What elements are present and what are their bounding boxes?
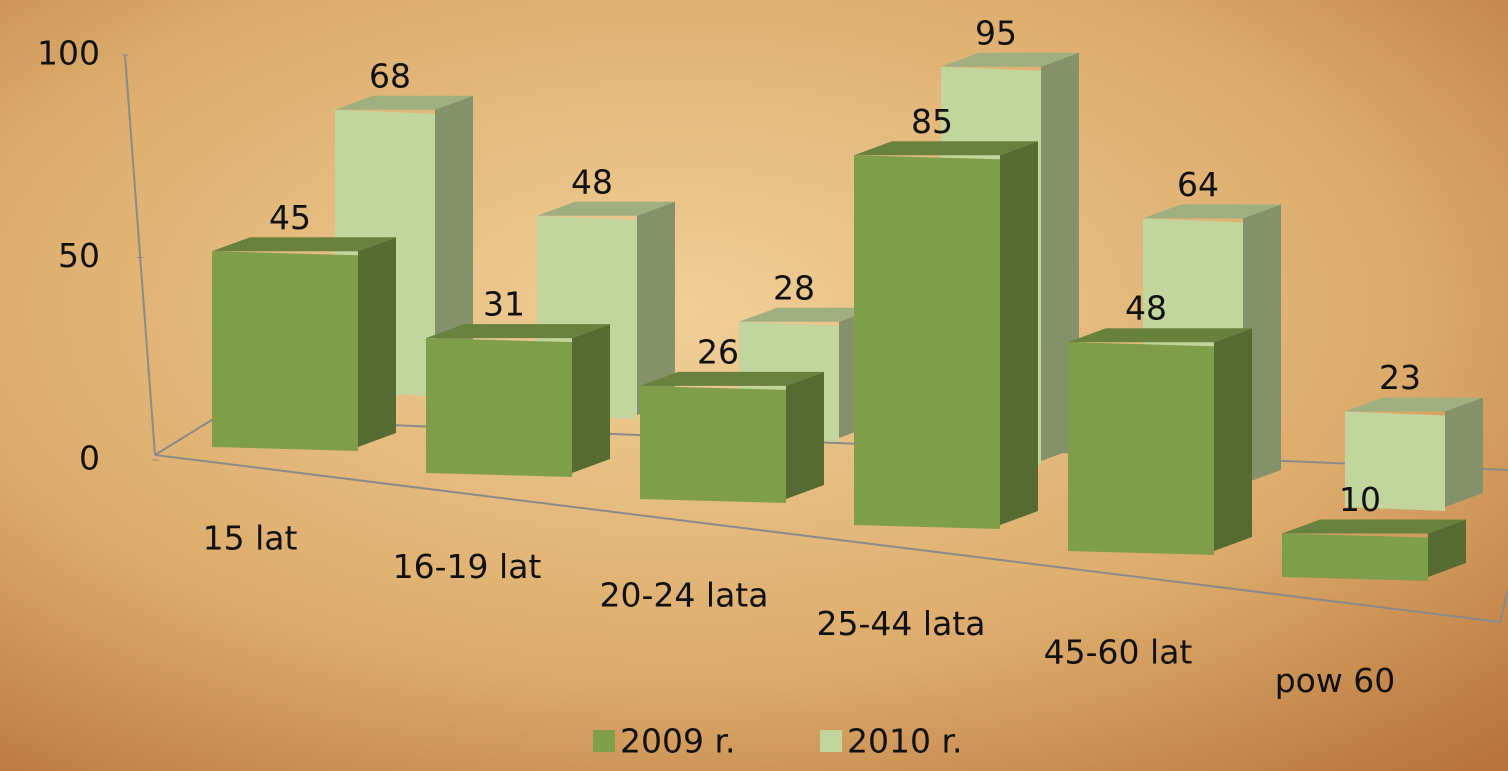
x-tick-label: 15 lat	[203, 519, 298, 558]
legend-label: 2010 r.	[847, 722, 963, 761]
value-label: 28	[773, 268, 815, 307]
bar	[854, 155, 1000, 529]
value-label: 23	[1379, 358, 1421, 397]
value-label: 48	[571, 162, 613, 201]
bar-3d	[426, 324, 610, 477]
bar-side	[786, 372, 824, 499]
x-tick-label: 16-19 lat	[393, 547, 542, 586]
value-label: 45	[269, 198, 311, 237]
chart: 0 50 100 68 48 28 95 64 23 45 31 26 85 48 10 15 lat 16-1…	[0, 0, 1508, 771]
bar	[1282, 534, 1428, 582]
value-label: 85	[911, 102, 953, 141]
x-tick-label: pow 60	[1275, 661, 1396, 700]
value-label: 48	[1125, 289, 1167, 328]
bar-3d	[212, 237, 396, 451]
value-label: 68	[369, 56, 411, 95]
x-tick-label: 25-44 lata	[817, 604, 986, 643]
bar-side	[358, 237, 396, 447]
bar-side	[1214, 328, 1252, 551]
value-label: 26	[697, 332, 739, 371]
bar-3d	[640, 372, 824, 503]
bar-3d	[854, 141, 1038, 529]
value-label: 64	[1177, 165, 1219, 204]
y-tick-label: 50	[58, 236, 100, 275]
value-label: 31	[483, 285, 525, 324]
bar-3d	[1068, 328, 1252, 555]
legend-label: 2009 r.	[620, 722, 736, 761]
bar	[426, 338, 572, 477]
legend-swatch	[593, 730, 615, 752]
bar-side	[1445, 398, 1483, 507]
page: 0 50 100 68 48 28 95 64 23 45 31 26 85 48 10 15 lat 16-1…	[0, 0, 1508, 771]
x-tick-label: 45-60 lat	[1044, 633, 1193, 672]
bar-3d	[1282, 520, 1466, 582]
bar	[212, 251, 358, 451]
y-tick-label: 100	[37, 34, 100, 73]
value-label: 95	[975, 13, 1017, 52]
bar-side	[1000, 141, 1038, 525]
bar	[1068, 342, 1214, 555]
bar-side	[572, 324, 610, 473]
legend-swatch	[820, 730, 842, 752]
x-tick-label: 20-24 lata	[600, 576, 769, 615]
value-label: 10	[1339, 480, 1381, 519]
bar	[640, 386, 786, 503]
y-tick-label: 0	[79, 439, 100, 478]
